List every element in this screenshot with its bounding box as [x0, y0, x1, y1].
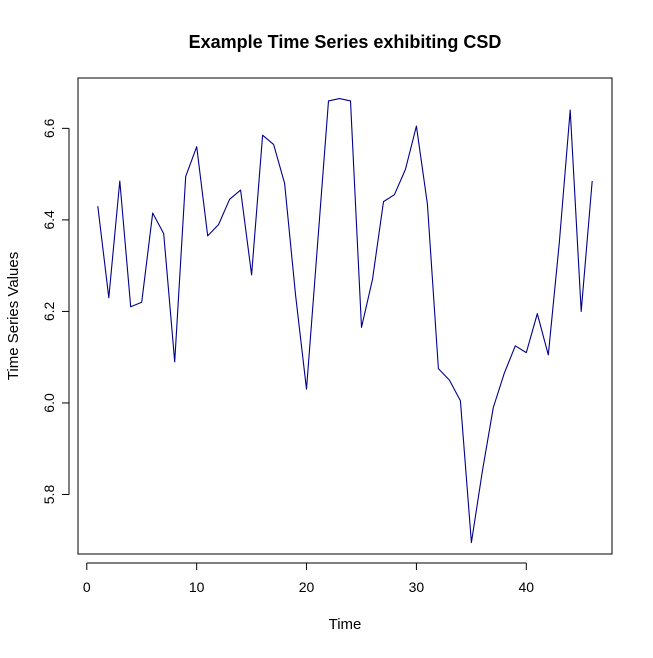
y-axis: 5.8 6.0 6.2 6.4 6.6	[41, 118, 70, 505]
x-axis: 0 10 20 30 40	[83, 562, 535, 595]
y-tick-label: 6.2	[41, 301, 57, 321]
x-tick-label: 10	[189, 579, 205, 595]
series-layer	[97, 98, 593, 544]
x-tick-label: 0	[83, 579, 91, 595]
y-axis-label: Time Series Values	[5, 252, 22, 380]
y-tick-label: 6.0	[41, 393, 57, 413]
x-tick-label: 40	[519, 579, 535, 595]
x-tick-label: 20	[299, 579, 315, 595]
plot-frame	[77, 77, 613, 555]
chart-title: Example Time Series exhibiting CSD	[189, 32, 502, 52]
y-tick-label: 6.4	[41, 210, 57, 230]
x-tick-label: 30	[409, 579, 425, 595]
x-axis-label: Time	[329, 616, 362, 633]
series-line	[97, 98, 593, 544]
y-tick-label: 5.8	[41, 485, 57, 505]
y-tick-label: 6.6	[41, 118, 57, 138]
